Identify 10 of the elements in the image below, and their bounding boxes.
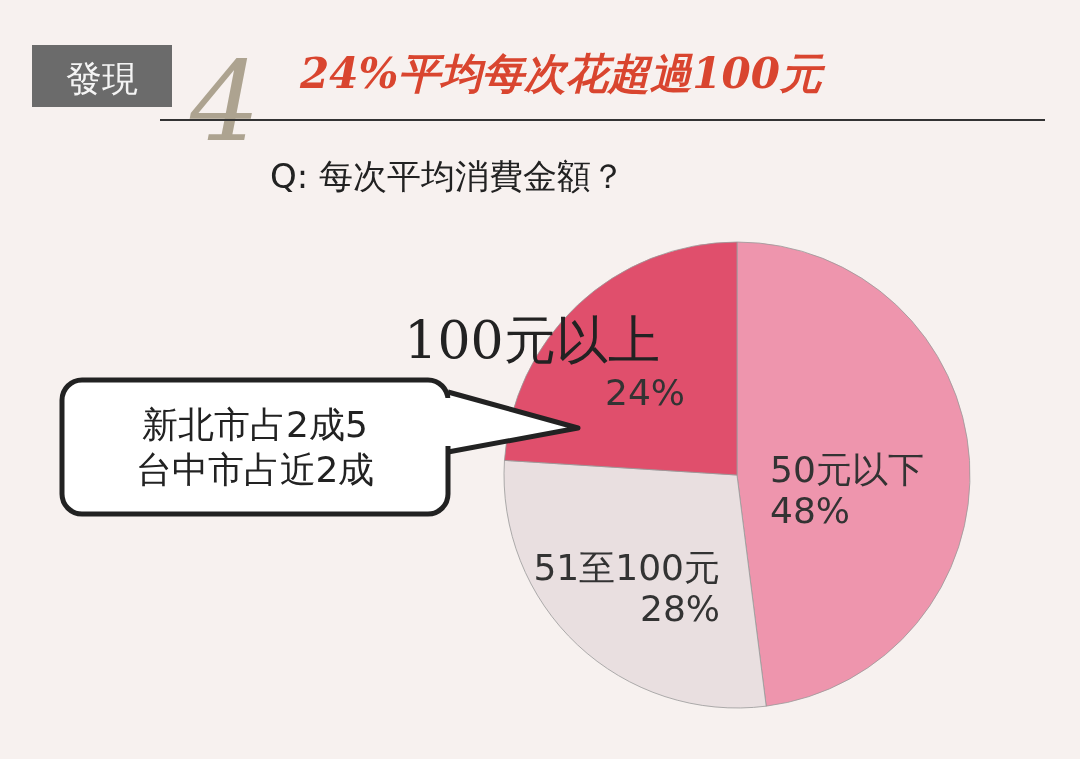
text: 發現 — [66, 58, 138, 99]
data-label: 48% — [770, 490, 851, 532]
slice-label: 100元以上 — [404, 310, 660, 370]
chart-subtitle: Q: 每次平均消費金額？ — [270, 156, 626, 196]
slice-label: 50元以下 — [770, 449, 924, 490]
slice-label: 51至100元 — [533, 547, 720, 588]
data-label: 24% — [604, 372, 686, 413]
chart-title: 24%平均每次花超過100元 — [299, 49, 827, 98]
data-label: 28% — [639, 588, 720, 630]
text: 新北市占2成5 台中市占近2成 — [135, 404, 375, 490]
